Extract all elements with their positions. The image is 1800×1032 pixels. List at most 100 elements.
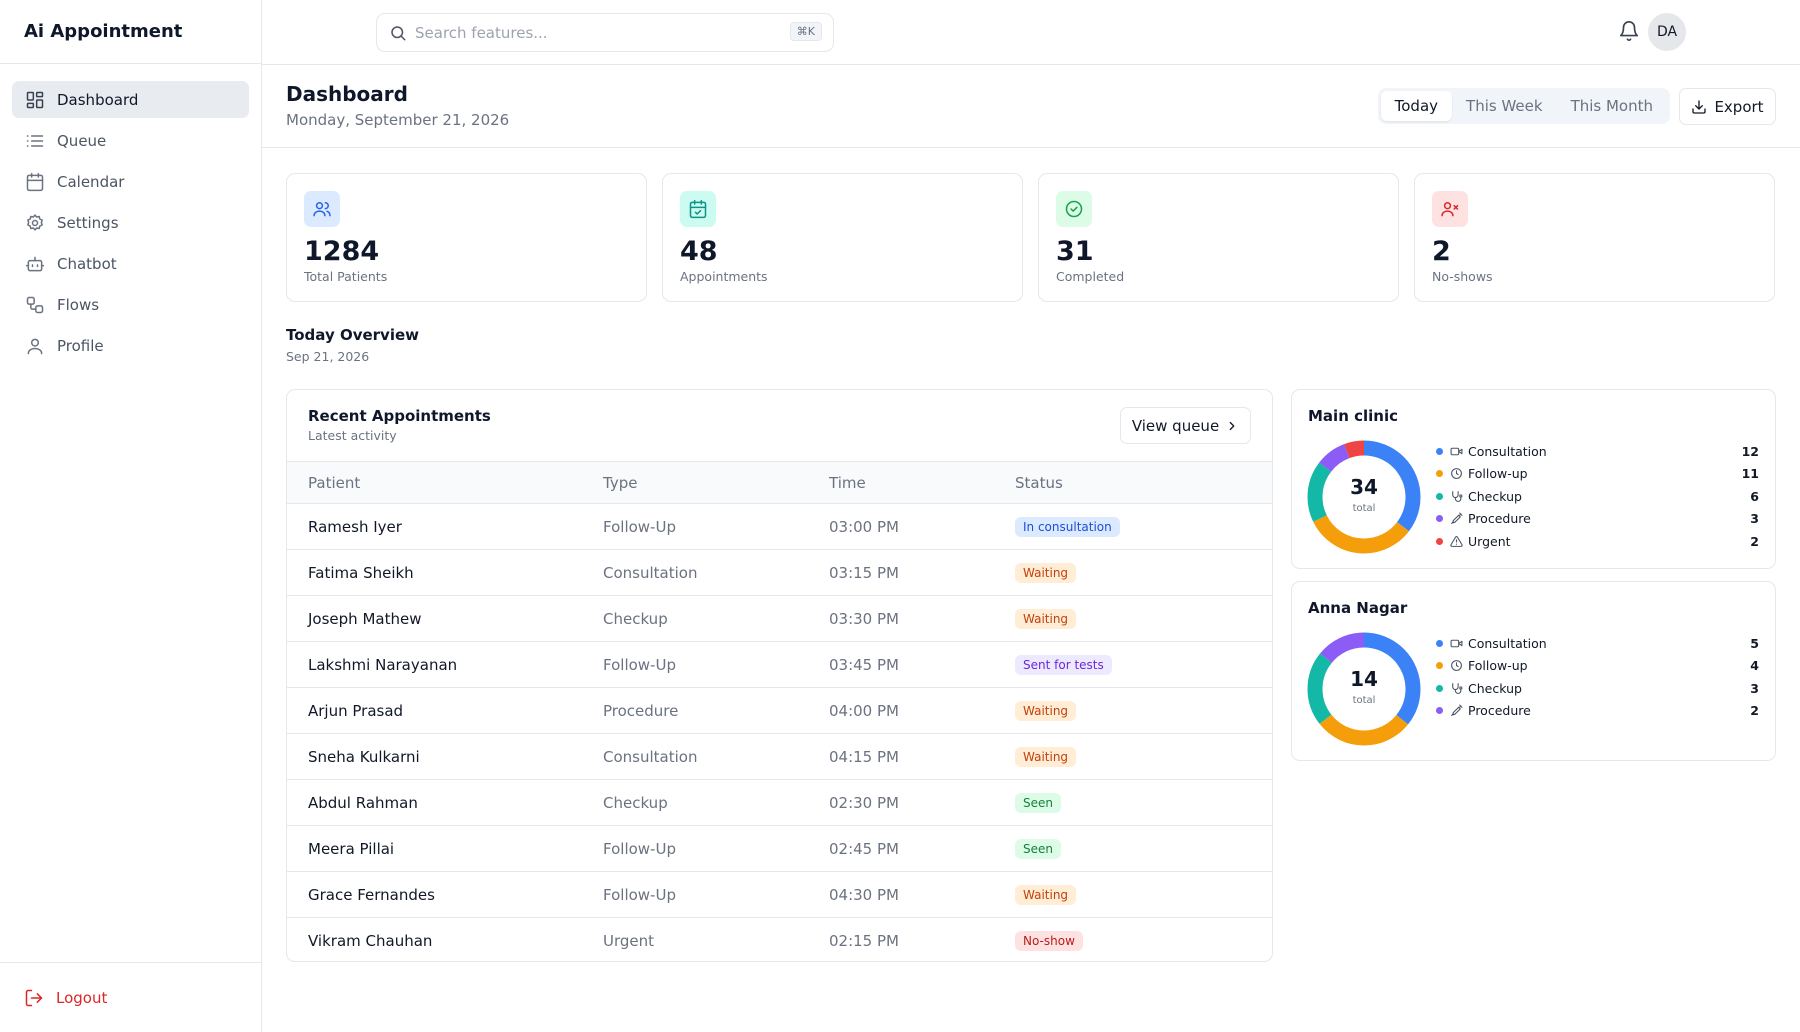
dashboard-icon: [26, 91, 44, 108]
sidebar-item-label: Settings: [57, 213, 119, 232]
appointment-type: Urgent: [603, 931, 655, 950]
table-row[interactable]: Fatima Sheikh Consultation 03:15 PM Waiting: [287, 550, 1272, 596]
gear-icon: [27, 213, 43, 231]
status-badge: Waiting: [1015, 608, 1077, 629]
search-input[interactable]: [415, 23, 785, 42]
legend-item: Procedure 2: [1436, 700, 1759, 723]
user-x-icon: [1432, 191, 1468, 227]
status-cell: Seen: [1015, 780, 1272, 826]
appointment-type: Follow-Up: [603, 885, 676, 904]
legend-dot: [1436, 662, 1443, 670]
view-queue-label: View queue: [1131, 416, 1220, 435]
patient-name: Abdul Rahman: [308, 793, 418, 812]
status-cell: In consultation: [1015, 504, 1272, 550]
sidebar-item-profile[interactable]: Profile: [12, 327, 249, 364]
status-badge: Sent for tests: [1015, 654, 1112, 675]
patient-name: Joseph Mathew: [308, 609, 422, 628]
legend-dot: [1436, 639, 1443, 647]
table-row[interactable]: Sneha Kulkarni Consultation 04:15 PM Waitin…: [287, 734, 1272, 780]
clinic-name: Main clinic: [1308, 407, 1398, 425]
legend-item: Procedure 3: [1436, 508, 1759, 531]
sidebar-item-chatbot[interactable]: Chatbot: [12, 245, 249, 282]
logout-icon: [25, 989, 43, 1006]
table-row[interactable]: Meera Pillai Follow-Up 02:45 PM Seen: [287, 826, 1272, 872]
legend-item: Consultation 12: [1436, 440, 1759, 463]
donut-segment-checkup: [1307, 440, 1421, 554]
legend-dot: [1436, 492, 1443, 500]
view-queue-button[interactable]: View queue: [1120, 407, 1251, 444]
appointment-type: Follow-Up: [603, 517, 676, 536]
appointment-time: 04:30 PM: [829, 885, 899, 904]
stat-label: Appointments: [680, 269, 768, 284]
table-row[interactable]: Arjun Prasad Procedure 04:00 PM Waiting: [287, 688, 1272, 734]
card-subtitle: Latest activity: [308, 428, 397, 443]
appointment-type: Follow-Up: [603, 655, 676, 674]
legend-item: Checkup 6: [1436, 485, 1759, 508]
table-row[interactable]: Abdul Rahman Checkup 02:30 PM Seen: [287, 780, 1272, 826]
table-row[interactable]: Lakshmi Narayanan Follow-Up 03:45 PM Sent f…: [287, 642, 1272, 688]
legend-dot: [1436, 707, 1443, 715]
legend-label: Procedure: [1468, 511, 1531, 527]
page-header: Dashboard Monday, September 21, 2026 Tod…: [262, 65, 1800, 148]
clinic-legend: Consultation 5 Follow-up 4 Checkup 3 Procedure…: [1436, 632, 1759, 722]
table-row[interactable]: Joseph Mathew Checkup 03:30 PM Waiting: [287, 596, 1272, 642]
status-cell: Waiting: [1015, 734, 1272, 780]
sidebar-item-settings[interactable]: Settings: [12, 204, 249, 241]
sidebar-item-queue[interactable]: Queue: [12, 122, 249, 159]
sidebar-item-calendar[interactable]: Calendar: [12, 163, 249, 200]
appointment-time: 03:30 PM: [829, 609, 899, 628]
avatar[interactable]: DA: [1648, 13, 1686, 51]
legend-label: Checkup: [1468, 488, 1522, 504]
range-this-week[interactable]: This Week: [1466, 97, 1543, 115]
search-box[interactable]: ⌘K: [376, 13, 834, 52]
status-badge: Seen: [1015, 792, 1061, 813]
legend-dot: [1436, 537, 1443, 545]
legend-label: Urgent: [1468, 533, 1511, 549]
table-row[interactable]: Ramesh Iyer Follow-Up 03:00 PM In consultat…: [287, 504, 1272, 550]
sidebar-item-label: Chatbot: [57, 254, 117, 273]
table-row[interactable]: Grace Fernandes Follow-Up 04:30 PM Waiting: [287, 872, 1272, 918]
donut-segment-procedure: [1307, 632, 1421, 746]
stat-label: Completed: [1056, 269, 1125, 284]
range-this-month[interactable]: This Month: [1570, 97, 1653, 115]
stat-card-total-patients: 1284 Total Patients: [286, 173, 647, 302]
legend-item: Follow-up 11: [1436, 463, 1759, 486]
download-icon: [1692, 99, 1707, 114]
logout-button[interactable]: Logout: [0, 962, 261, 1032]
appointments-table: Patient Type Time Status Ramesh Iyer Foll…: [287, 461, 1272, 962]
sidebar-item-dashboard[interactable]: Dashboard: [12, 81, 249, 118]
status-cell: Waiting: [1015, 550, 1272, 596]
page-title: Dashboard: [286, 82, 408, 106]
search-shortcut: ⌘K: [789, 22, 822, 41]
donut-chart: [1307, 632, 1421, 746]
search-icon: [391, 25, 406, 40]
range-today[interactable]: Today: [1380, 91, 1453, 121]
status-cell: Waiting: [1015, 596, 1272, 642]
patient-name: Arjun Prasad: [308, 701, 404, 720]
clinic-card-main: Main clinic 34 total Consultation 12 Follo…: [1291, 389, 1776, 569]
check-circle-icon: [1056, 191, 1092, 227]
column-header: Time: [829, 461, 1015, 504]
legend-label: Procedure: [1468, 703, 1531, 719]
sidebar-item-flows[interactable]: Flows: [12, 286, 249, 323]
appointment-type: Follow-Up: [603, 839, 676, 858]
patient-name: Meera Pillai: [308, 839, 395, 858]
status-cell: Waiting: [1015, 872, 1272, 918]
sidebar: Ai Appointment Dashboard Queue Calendar …: [0, 0, 262, 1032]
alert-triangle-icon: [1450, 535, 1463, 547]
legend-dot: [1436, 684, 1443, 692]
date-range-selector: Today This Week This Month: [1377, 88, 1670, 124]
donut-total-label: total: [1352, 503, 1376, 514]
column-header: Status: [1015, 461, 1272, 504]
page-date: Monday, September 21, 2026: [286, 111, 510, 129]
legend-count: 5: [1750, 635, 1759, 651]
bell-icon[interactable]: [1618, 20, 1640, 42]
syringe-icon: [1451, 704, 1463, 717]
chevron-right-icon: [1229, 421, 1235, 430]
video-icon: [1450, 447, 1463, 456]
export-button[interactable]: Export: [1679, 88, 1776, 125]
clinic-name: Anna Nagar: [1308, 599, 1408, 617]
table-row[interactable]: Vikram Chauhan Urgent 02:15 PM No-show: [287, 918, 1272, 962]
legend-label: Follow-up: [1468, 466, 1528, 482]
donut-total: 34: [1350, 475, 1378, 499]
